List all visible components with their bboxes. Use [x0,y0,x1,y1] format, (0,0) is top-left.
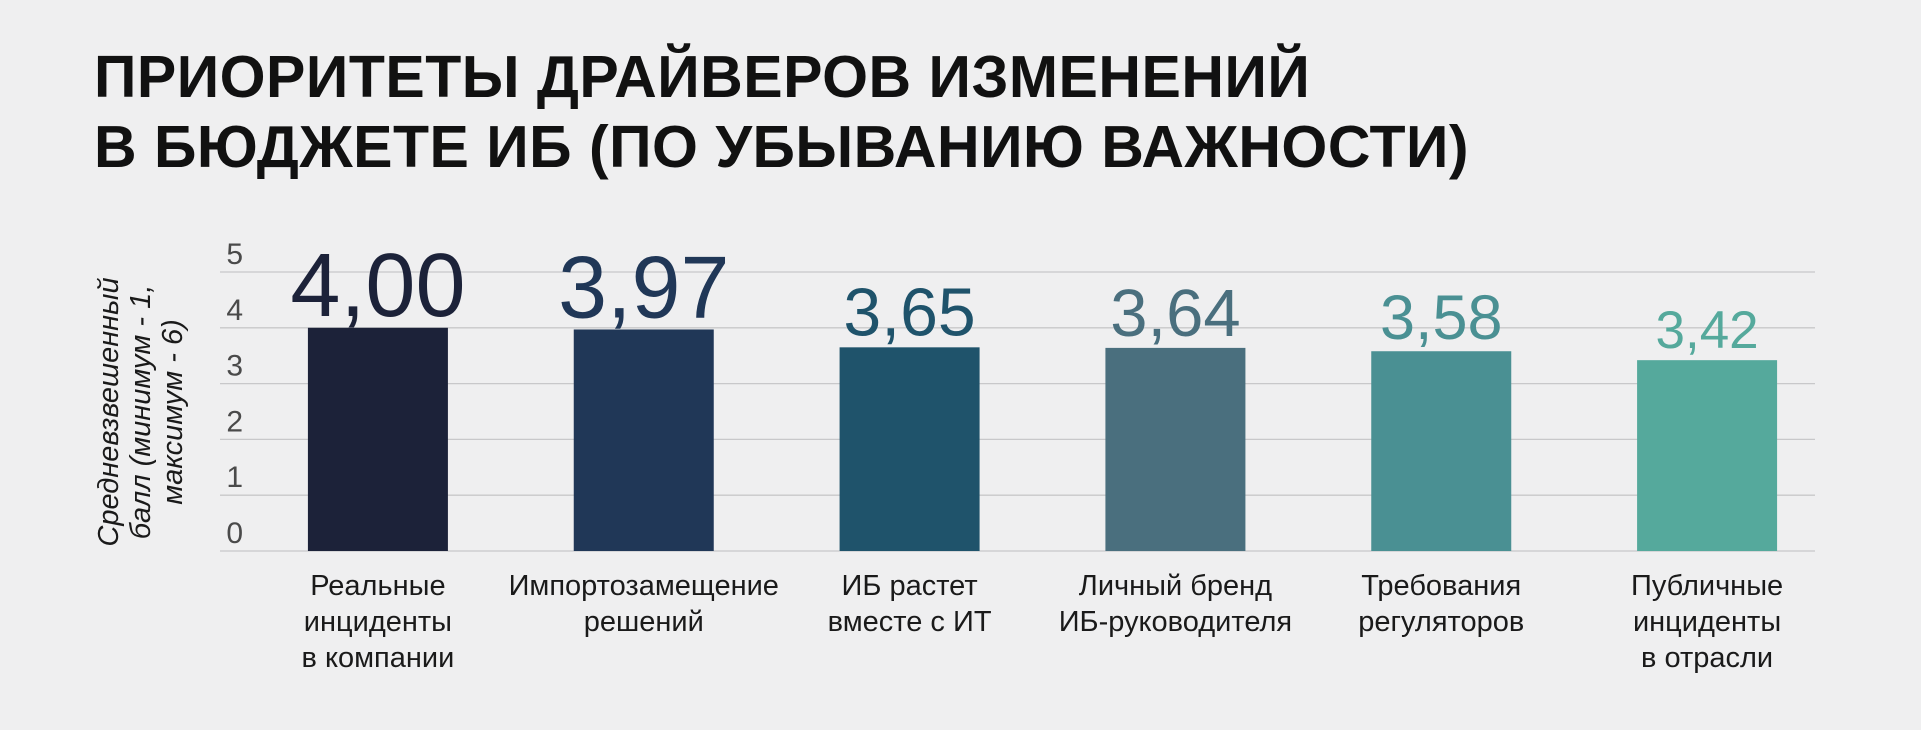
category-label-line: инциденты [304,606,452,638]
category-label: Личный бренд ИБ-руководителя [1059,570,1292,638]
y-tick-label: 2 [226,405,243,438]
value-labels: 4,00 3,97 3,65 3,64 3,58 3,42 [290,236,1758,360]
bars [307,327,1778,551]
bar [573,329,714,551]
category-label-line: Требования [1361,570,1521,602]
category-label-line: в отрасли [1641,642,1773,674]
category-label: Реальные инциденты в компании [302,570,455,674]
chart-title-line-1: ПРИОРИТЕТЫ ДРАЙВЕРОВ ИЗМЕНЕНИЙ [94,44,1311,110]
category-label-line: вместе с ИТ [828,606,992,638]
chart-title: ПРИОРИТЕТЫ ДРАЙВЕРОВ ИЗМЕНЕНИЙ В БЮДЖЕТЕ… [94,42,1794,182]
category-label-line: Импортозамещение [509,570,779,602]
value-label: 3,65 [843,274,975,350]
y-axis-label: Средневзвешенныйбалл (минимум - 1,максим… [93,277,189,546]
value-label: 3,42 [1656,301,1759,360]
value-label: 3,97 [558,237,729,336]
bar [839,347,980,551]
y-axis-ticks: 0 1 2 3 4 5 [226,238,243,550]
bar [1637,360,1778,551]
value-label: 3,64 [1110,276,1240,351]
y-axis-label-group: Средневзвешенныйбалл (минимум - 1,максим… [93,277,189,546]
chart-title-line-2: В БЮДЖЕТЕ ИБ (ПО УБЫВАНИЮ ВАЖНОСТИ) [94,114,1470,180]
bar [1105,347,1246,551]
y-tick-label: 0 [226,517,243,550]
y-tick-label: 3 [226,350,243,383]
category-label-line: в компании [302,642,455,674]
category-label: ИБ растет вместе с ИТ [828,570,992,638]
category-label-line: инциденты [1633,606,1781,638]
category-label-line: ИБ-руководителя [1059,606,1292,638]
category-label-line: ИБ растет [842,570,978,602]
value-label: 3,58 [1380,283,1503,353]
category-label: Публичные инциденты в отрасли [1631,570,1783,674]
category-label: Импортозамещение решений [509,570,779,638]
category-label-line: Личный бренд [1079,570,1272,602]
category-label-line: решений [584,606,704,638]
y-axis-label-line: балл (минимум - 1, [125,285,157,540]
category-label-line: регуляторов [1358,606,1524,638]
y-tick-label: 5 [226,238,243,271]
category-label-line: Публичные [1631,570,1783,602]
y-tick-label: 1 [226,461,243,494]
bar [1371,351,1512,551]
category-label-line: Реальные [310,570,445,602]
category-label: Требования регуляторов [1358,570,1524,638]
grid-lines [220,271,1815,552]
value-label: 4,00 [290,236,465,336]
y-tick-label: 4 [226,294,243,327]
y-axis-label-text: Средневзвешенныйбалл (минимум - 1,максим… [93,277,189,546]
bar [307,327,448,551]
y-axis-label-line: максимум - 6) [157,319,189,505]
category-labels: Реальные инциденты в компании Импортозамеще… [302,570,1784,674]
y-axis-label-line: Средневзвешенный [93,277,125,546]
